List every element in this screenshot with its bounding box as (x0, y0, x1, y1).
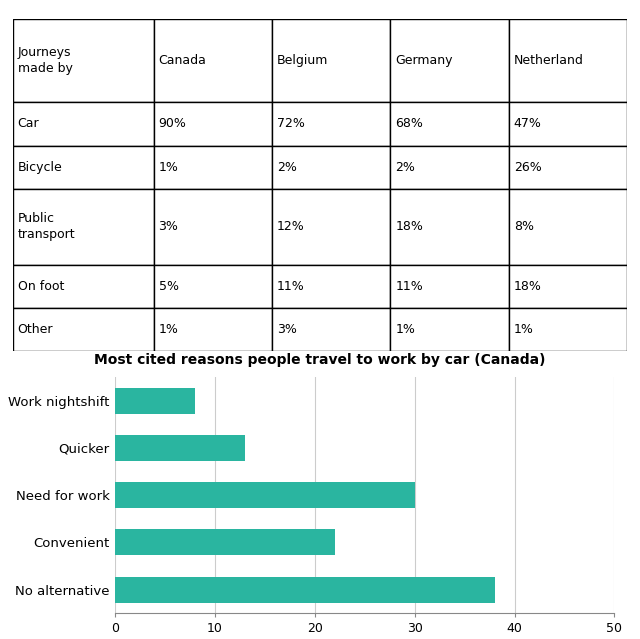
Bar (13, 308, 154, 351)
Bar (272, 102, 390, 146)
Text: Other: Other (18, 323, 53, 336)
Text: 26%: 26% (514, 161, 541, 174)
Text: 12%: 12% (277, 220, 305, 233)
Text: Canada: Canada (159, 54, 206, 67)
Text: 5%: 5% (159, 280, 179, 293)
Text: Journeys
made by: Journeys made by (18, 46, 72, 75)
Text: 2%: 2% (396, 161, 415, 174)
Text: 1%: 1% (514, 323, 534, 336)
Bar (509, 19, 627, 102)
Text: 47%: 47% (514, 118, 541, 130)
Text: 18%: 18% (396, 220, 423, 233)
Bar (509, 189, 627, 265)
Text: 90%: 90% (159, 118, 186, 130)
Text: 1%: 1% (159, 161, 179, 174)
Bar (509, 308, 627, 351)
Bar (272, 19, 390, 102)
Bar (13, 189, 154, 265)
Bar (390, 19, 509, 102)
Bar (115, 577, 495, 603)
Text: 2%: 2% (277, 161, 297, 174)
Bar (154, 102, 272, 146)
Bar (390, 308, 509, 351)
Text: Germany: Germany (396, 54, 453, 67)
Bar (509, 146, 627, 189)
Bar (13, 102, 154, 146)
Text: 3%: 3% (159, 220, 179, 233)
Bar (390, 102, 509, 146)
Text: 18%: 18% (514, 280, 541, 293)
Text: 68%: 68% (396, 118, 423, 130)
Bar (115, 530, 335, 555)
Bar (115, 388, 195, 413)
Bar (154, 19, 272, 102)
Bar (272, 189, 390, 265)
Bar (390, 189, 509, 265)
Text: Netherland: Netherland (514, 54, 584, 67)
Bar (272, 308, 390, 351)
Text: Car: Car (18, 118, 39, 130)
Bar (272, 146, 390, 189)
Bar (13, 265, 154, 308)
Text: 8%: 8% (514, 220, 534, 233)
Text: On foot: On foot (18, 280, 64, 293)
Bar (154, 265, 272, 308)
Bar (115, 482, 415, 508)
Bar (390, 146, 509, 189)
Text: 11%: 11% (277, 280, 305, 293)
Text: 11%: 11% (396, 280, 423, 293)
Text: Public
transport: Public transport (18, 212, 76, 242)
Text: 3%: 3% (277, 323, 297, 336)
Text: 1%: 1% (159, 323, 179, 336)
Bar (154, 308, 272, 351)
Bar (154, 189, 272, 265)
Text: Belgium: Belgium (277, 54, 328, 67)
Text: Most cited reasons people travel to work by car (Canada): Most cited reasons people travel to work… (94, 353, 546, 367)
Bar (13, 19, 154, 102)
Bar (509, 265, 627, 308)
Bar (13, 146, 154, 189)
Bar (390, 265, 509, 308)
Bar (154, 146, 272, 189)
Bar (272, 265, 390, 308)
Bar (115, 435, 245, 461)
Bar (509, 102, 627, 146)
Text: 72%: 72% (277, 118, 305, 130)
Text: 1%: 1% (396, 323, 415, 336)
Text: Bicycle: Bicycle (18, 161, 63, 174)
